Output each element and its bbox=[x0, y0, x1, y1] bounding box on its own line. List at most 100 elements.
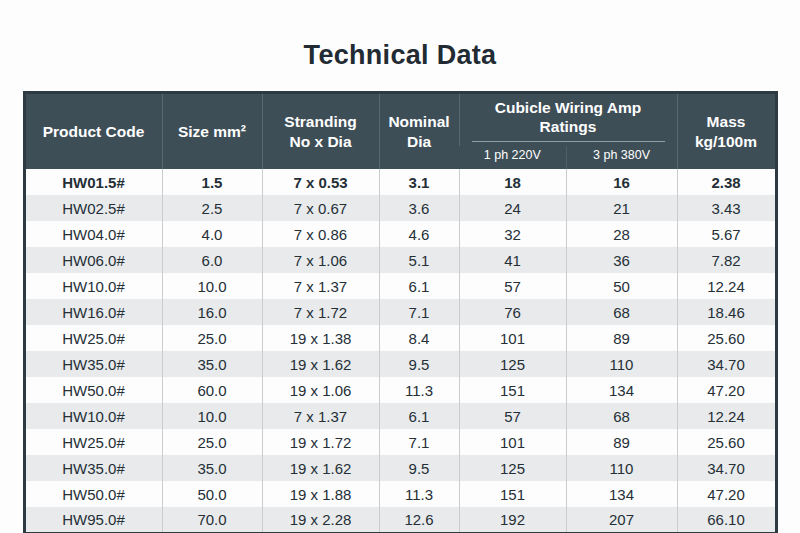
cell-size: 10.0 bbox=[162, 273, 262, 299]
cell-amp-380v: 21 bbox=[566, 195, 677, 221]
cell-product-code: HW16.0# bbox=[24, 299, 162, 325]
cell-amp-380v: 89 bbox=[566, 325, 677, 351]
cell-nominal-dia: 7.1 bbox=[379, 429, 459, 455]
cell-amp-380v: 28 bbox=[566, 221, 677, 247]
cell-mass: 12.24 bbox=[677, 273, 776, 299]
cell-size: 25.0 bbox=[162, 429, 262, 455]
cell-stranding: 7 x 1.72 bbox=[262, 299, 379, 325]
col-header-stranding-line1: Stranding bbox=[284, 113, 356, 130]
cell-mass: 3.43 bbox=[677, 195, 776, 221]
cell-size: 25.0 bbox=[162, 325, 262, 351]
cell-nominal-dia: 6.1 bbox=[379, 273, 459, 299]
cell-product-code: HW95.0# bbox=[24, 507, 162, 533]
cell-size: 6.0 bbox=[162, 247, 262, 273]
col-header-nominal-dia: Nominal Dia bbox=[379, 93, 459, 170]
cell-amp-380v: 134 bbox=[566, 481, 677, 507]
cell-size: 10.0 bbox=[162, 403, 262, 429]
cell-mass: 34.70 bbox=[677, 455, 776, 481]
col-header-mass-line2: kg/100m bbox=[695, 133, 757, 150]
cell-amp-380v: 68 bbox=[566, 403, 677, 429]
cell-stranding: 19 x 1.62 bbox=[262, 351, 379, 377]
cell-amp-380v: 134 bbox=[566, 377, 677, 403]
technical-data-table: Product Code Size mm² Stranding No x Dia… bbox=[23, 91, 778, 533]
table-row: HW10.0# 10.0 7 x 1.37 6.1 57 50 12.24 bbox=[24, 273, 776, 299]
cell-product-code: HW10.0# bbox=[24, 273, 162, 299]
cell-nominal-dia: 9.5 bbox=[379, 351, 459, 377]
table-body: HW01.5# 1.5 7 x 0.53 3.1 18 16 2.38 HW02… bbox=[24, 169, 776, 533]
table-row: HW95.0# 70.0 19 x 2.28 12.6 192 207 66.1… bbox=[24, 507, 776, 533]
cell-amp-380v: 36 bbox=[566, 247, 677, 273]
table-row: HW01.5# 1.5 7 x 0.53 3.1 18 16 2.38 bbox=[24, 169, 776, 195]
cell-stranding: 19 x 1.62 bbox=[262, 455, 379, 481]
cell-stranding: 19 x 1.06 bbox=[262, 377, 379, 403]
cell-product-code: HW35.0# bbox=[24, 455, 162, 481]
col-header-product-code-label: Product Code bbox=[43, 123, 145, 140]
cell-nominal-dia: 9.5 bbox=[379, 455, 459, 481]
cell-nominal-dia: 3.6 bbox=[379, 195, 459, 221]
cell-size: 1.5 bbox=[162, 169, 262, 195]
cell-amp-380v: 68 bbox=[566, 299, 677, 325]
cell-size: 60.0 bbox=[162, 377, 262, 403]
cell-stranding: 19 x 1.72 bbox=[262, 429, 379, 455]
col-header-amp-ratings-label: Cubicle Wiring Amp Ratings bbox=[472, 98, 665, 142]
col-header-size-label: Size mm² bbox=[178, 123, 246, 140]
cell-mass: 25.60 bbox=[677, 325, 776, 351]
cell-stranding: 19 x 2.28 bbox=[262, 507, 379, 533]
col-subheader-1ph-220v: 1 ph 220V bbox=[459, 146, 566, 170]
cell-amp-380v: 89 bbox=[566, 429, 677, 455]
table-row: HW50.0# 60.0 19 x 1.06 11.3 151 134 47.2… bbox=[24, 377, 776, 403]
cell-mass: 34.70 bbox=[677, 351, 776, 377]
cell-size: 35.0 bbox=[162, 351, 262, 377]
table-row: HW25.0# 25.0 19 x 1.38 8.4 101 89 25.60 bbox=[24, 325, 776, 351]
cell-product-code: HW10.0# bbox=[24, 403, 162, 429]
cell-nominal-dia: 11.3 bbox=[379, 377, 459, 403]
cell-mass: 18.46 bbox=[677, 299, 776, 325]
cell-product-code: HW02.5# bbox=[24, 195, 162, 221]
col-header-nominal-line2: Dia bbox=[407, 133, 431, 150]
cell-nominal-dia: 8.4 bbox=[379, 325, 459, 351]
cell-nominal-dia: 5.1 bbox=[379, 247, 459, 273]
cell-product-code: HW50.0# bbox=[24, 481, 162, 507]
page-title: Technical Data bbox=[0, 0, 800, 71]
cell-nominal-dia: 3.1 bbox=[379, 169, 459, 195]
cell-mass: 5.67 bbox=[677, 221, 776, 247]
cell-amp-220v: 101 bbox=[459, 429, 566, 455]
cell-amp-220v: 151 bbox=[459, 481, 566, 507]
cell-mass: 2.38 bbox=[677, 169, 776, 195]
col-header-stranding: Stranding No x Dia bbox=[262, 93, 379, 170]
cell-amp-220v: 101 bbox=[459, 325, 566, 351]
cell-size: 35.0 bbox=[162, 455, 262, 481]
cell-product-code: HW25.0# bbox=[24, 429, 162, 455]
table-row: HW06.0# 6.0 7 x 1.06 5.1 41 36 7.82 bbox=[24, 247, 776, 273]
table-row: HW50.0# 50.0 19 x 1.88 11.3 151 134 47.2… bbox=[24, 481, 776, 507]
col-header-size: Size mm² bbox=[162, 93, 262, 170]
cell-amp-220v: 57 bbox=[459, 273, 566, 299]
cell-size: 50.0 bbox=[162, 481, 262, 507]
technical-data-page: Technical Data Product Code Size mm² Str… bbox=[0, 0, 800, 533]
table-row: HW02.5# 2.5 7 x 0.67 3.6 24 21 3.43 bbox=[24, 195, 776, 221]
cell-nominal-dia: 12.6 bbox=[379, 507, 459, 533]
table-row: HW16.0# 16.0 7 x 1.72 7.1 76 68 18.46 bbox=[24, 299, 776, 325]
cell-stranding: 7 x 0.67 bbox=[262, 195, 379, 221]
cell-amp-220v: 24 bbox=[459, 195, 566, 221]
cell-product-code: HW01.5# bbox=[24, 169, 162, 195]
cell-size: 70.0 bbox=[162, 507, 262, 533]
cell-amp-380v: 16 bbox=[566, 169, 677, 195]
col-header-stranding-line2: No x Dia bbox=[289, 133, 351, 150]
cell-amp-220v: 125 bbox=[459, 351, 566, 377]
table-row: HW35.0# 35.0 19 x 1.62 9.5 125 110 34.70 bbox=[24, 455, 776, 481]
cell-stranding: 19 x 1.38 bbox=[262, 325, 379, 351]
cell-nominal-dia: 6.1 bbox=[379, 403, 459, 429]
cell-size: 16.0 bbox=[162, 299, 262, 325]
cell-stranding: 7 x 1.37 bbox=[262, 403, 379, 429]
cell-stranding: 7 x 1.06 bbox=[262, 247, 379, 273]
col-header-amp-ratings-group: Cubicle Wiring Amp Ratings bbox=[459, 93, 677, 146]
cell-amp-380v: 50 bbox=[566, 273, 677, 299]
cell-stranding: 7 x 0.53 bbox=[262, 169, 379, 195]
col-header-product-code: Product Code bbox=[24, 93, 162, 170]
cell-product-code: HW50.0# bbox=[24, 377, 162, 403]
cell-nominal-dia: 7.1 bbox=[379, 299, 459, 325]
col-header-mass: Mass kg/100m bbox=[677, 93, 776, 170]
cell-amp-220v: 125 bbox=[459, 455, 566, 481]
cell-amp-220v: 151 bbox=[459, 377, 566, 403]
